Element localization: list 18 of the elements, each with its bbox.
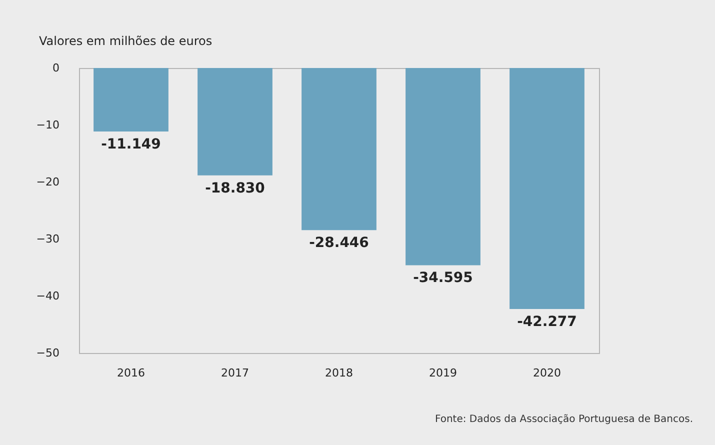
- x-tick-label: 2016: [117, 366, 145, 380]
- data-label: -42.277: [517, 314, 577, 330]
- data-label: -28.446: [309, 235, 369, 252]
- y-tick-label: −20: [36, 176, 60, 188]
- y-tick-label: −30: [36, 232, 60, 246]
- x-tick-label: 2019: [429, 366, 457, 380]
- data-label: -18.830: [205, 180, 266, 196]
- source-note: Fonte: Dados da Associação Portuguesa de Bancos.: [434, 414, 693, 425]
- x-tick-label: 2020: [533, 366, 561, 380]
- data-label: -11.149: [101, 136, 161, 153]
- x-tick-label: 2017: [221, 366, 249, 380]
- y-tick-label: −50: [36, 346, 60, 360]
- y-tick-label: −10: [36, 118, 60, 132]
- chart-title: Valores em milhões de euros: [39, 34, 212, 48]
- y-tick-label: 0: [52, 62, 60, 74]
- y-tick-label: −40: [36, 290, 60, 302]
- x-tick-label: 2018: [325, 366, 353, 380]
- data-label: -34.595: [413, 270, 473, 286]
